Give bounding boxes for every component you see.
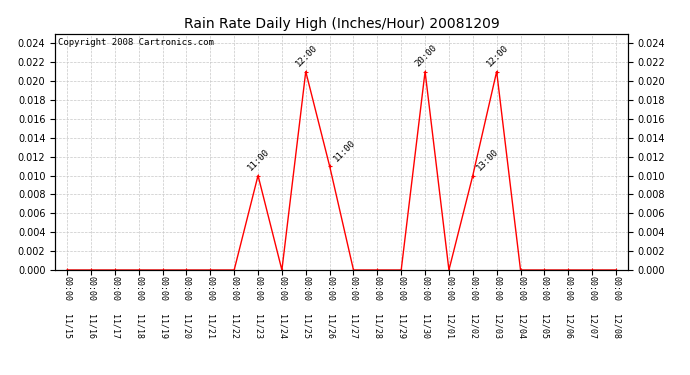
Text: 11:00: 11:00 <box>246 147 271 172</box>
Text: 12:00: 12:00 <box>484 44 510 69</box>
Text: 12:00: 12:00 <box>294 44 319 69</box>
Text: Copyright 2008 Cartronics.com: Copyright 2008 Cartronics.com <box>58 39 214 48</box>
Text: 13:00: 13:00 <box>475 147 500 172</box>
Title: Rain Rate Daily High (Inches/Hour) 20081209: Rain Rate Daily High (Inches/Hour) 20081… <box>184 17 500 31</box>
Text: 20:00: 20:00 <box>413 44 439 69</box>
Text: 11:00: 11:00 <box>332 138 357 163</box>
